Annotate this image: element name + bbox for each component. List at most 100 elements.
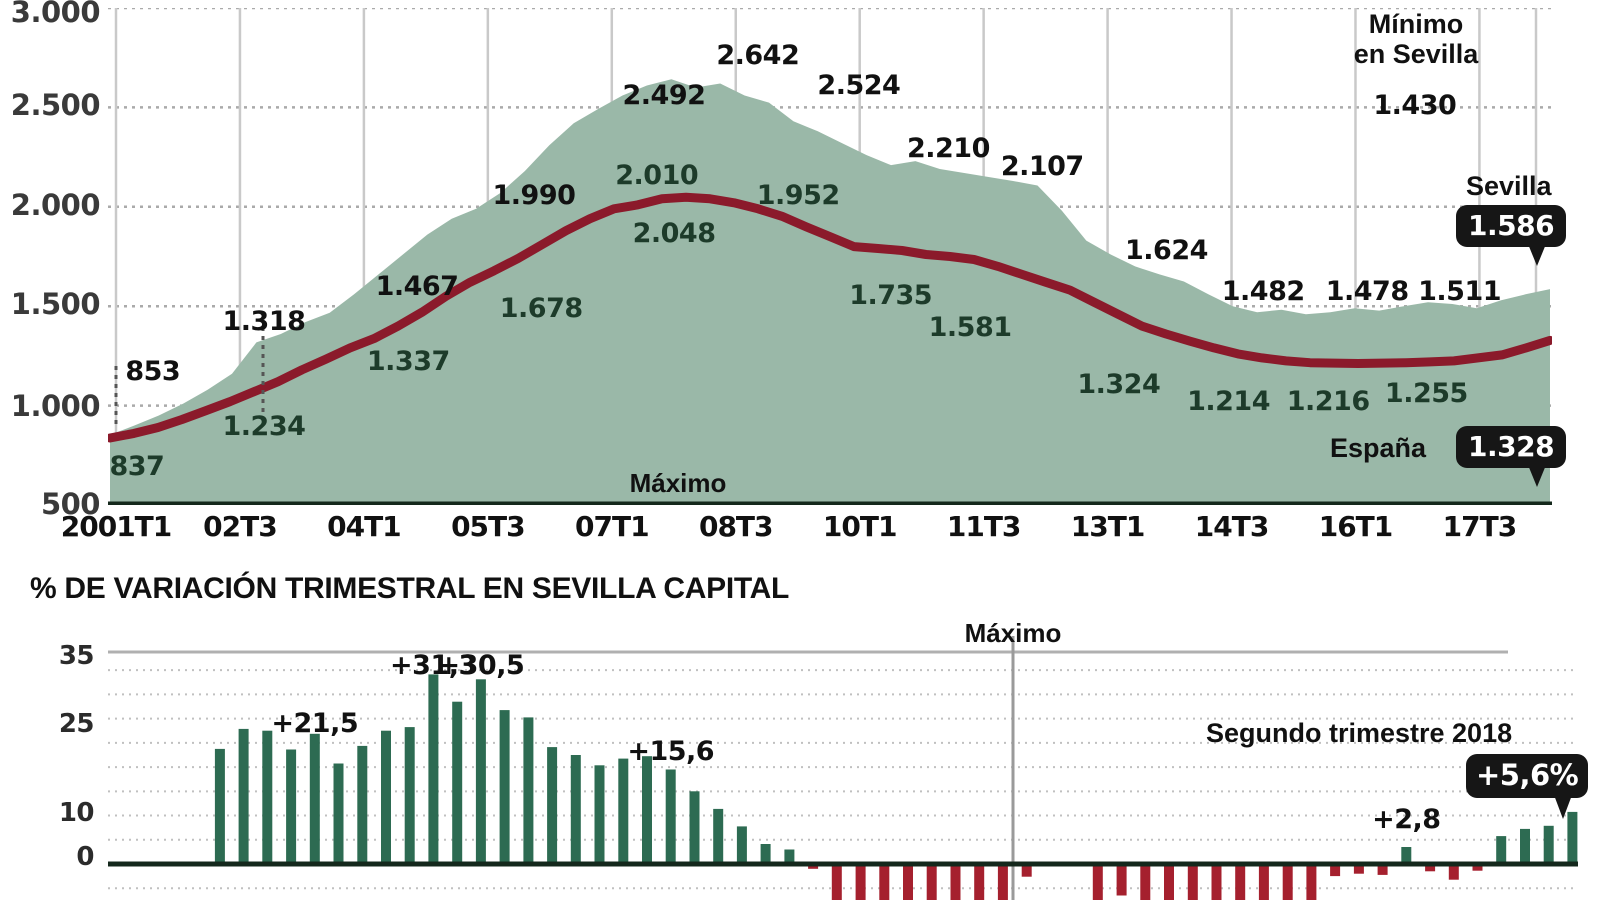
bar (856, 864, 866, 900)
espana-label-1735: 1.735 (849, 280, 932, 311)
section-subtitle: % DE VARIACIÓN TRIMESTRAL EN SEVILLA CAP… (30, 572, 789, 606)
bar (310, 734, 320, 864)
bar (1544, 826, 1554, 864)
bar (737, 826, 747, 864)
sevilla-label-2210: 2.210 (907, 133, 990, 164)
sevilla-label-853: 853 (125, 356, 180, 387)
minimo-sevilla-note: Mínimo en Sevilla (1354, 10, 1479, 69)
top-ytick-1000: 1.000 (4, 389, 100, 423)
infographic-root: 3.000 2.500 2.000 1.500 1.000 500 (0, 0, 1600, 900)
sevilla-label-1430: 1.430 (1373, 90, 1456, 121)
sevilla-label-1511: 1.511 (1418, 276, 1501, 307)
bar (1567, 812, 1577, 864)
bar (1306, 864, 1316, 900)
minimo-sevilla-line2: en Sevilla (1354, 40, 1479, 70)
bar (215, 749, 225, 864)
sevilla-label-1990: 1.990 (493, 180, 576, 211)
top-ytick-1500: 1.500 (4, 287, 100, 321)
bar (903, 864, 913, 900)
bar-value-label-215: +21,5 (271, 708, 358, 739)
top-xtick-04t1: 04T1 (327, 510, 401, 543)
top-area-chart: 3.000 2.500 2.000 1.500 1.000 500 (0, 0, 1600, 560)
espana-label-2010: 2.010 (615, 160, 698, 191)
top-xtick-05t3: 05T3 (451, 510, 525, 543)
bar (1212, 864, 1222, 900)
bar (1164, 864, 1174, 900)
top-xtick-02t3: 02T3 (203, 510, 277, 543)
espana-label-837: 837 (109, 451, 164, 482)
bottom-chart-svg (108, 636, 1578, 900)
bar (381, 731, 391, 864)
bar (452, 702, 462, 864)
bot-ytick-10: 10 (28, 798, 94, 828)
sevilla-label-1318: 1.318 (222, 306, 305, 337)
bar (1093, 864, 1103, 900)
bar (832, 864, 842, 900)
bar (1235, 864, 1245, 900)
bar (1520, 829, 1530, 864)
top-xtick-11t3: 11T3 (947, 510, 1021, 543)
bottom-plot-area: +21,5+31,3+30,5+15,6+2,8 Máximo Segundo … (108, 636, 1578, 900)
top-xtick-07t1: 07T1 (575, 510, 649, 543)
bar (262, 731, 272, 864)
sevilla-label-2642: 2.642 (716, 40, 799, 71)
sevilla-label-1482: 1.482 (1222, 276, 1305, 307)
bar (713, 809, 723, 864)
maximo-note-bottom: Máximo (965, 618, 1062, 649)
sevilla-value-callout: 1.586 (1456, 205, 1566, 247)
bottom-bar-chart: 35 25 10 0 +21,5+31,3+30,5+15,6+2,8 Máxi… (0, 612, 1600, 900)
top-ytick-2000: 2.000 (4, 188, 100, 222)
espana-value-callout: 1.328 (1456, 426, 1566, 468)
bar (1401, 847, 1411, 864)
bar (618, 759, 628, 864)
espana-series-label: España (1330, 433, 1426, 464)
top-xtick-14t3: 14T3 (1195, 510, 1269, 543)
sevilla-label-1478: 1.478 (1326, 276, 1409, 307)
bar (927, 864, 937, 900)
bar (1259, 864, 1269, 900)
top-xtick-16t1: 16T1 (1319, 510, 1393, 543)
bar (571, 755, 581, 864)
bar (1188, 864, 1198, 900)
bar (879, 864, 889, 900)
bar-value-label-305: +30,5 (438, 650, 525, 681)
segundo-trimestre-title: Segundo trimestre 2018 (1206, 718, 1512, 749)
top-xtick-13t1: 13T1 (1071, 510, 1145, 543)
bar (761, 844, 771, 864)
bar (547, 747, 557, 864)
espana-label-1216: 1.216 (1287, 386, 1370, 417)
sevilla-label-2524: 2.524 (817, 70, 900, 101)
bottom-gridlines (108, 670, 1578, 888)
bot-ytick-35: 35 (28, 641, 94, 671)
espana-label-1324: 1.324 (1077, 369, 1160, 400)
bar (500, 710, 510, 864)
top-xtick-10t1: 10T1 (823, 510, 897, 543)
bar (334, 764, 344, 865)
bar (405, 727, 415, 864)
bar (690, 791, 700, 864)
top-xtick-08t3: 08T3 (699, 510, 773, 543)
bar (1496, 836, 1506, 864)
sevilla-label-2107: 2.107 (1001, 151, 1084, 182)
espana-label-1234: 1.234 (222, 411, 305, 442)
top-plot-area: 8531.3181.4671.9902.4922.6422.5242.2102.… (108, 8, 1552, 505)
sevilla-series-label: Sevilla (1466, 171, 1552, 202)
bar (595, 765, 605, 864)
bar (239, 729, 249, 864)
maximo-note-top: Máximo (630, 468, 727, 499)
minimo-sevilla-line1: Mínimo (1354, 10, 1479, 40)
espana-label-1255: 1.255 (1385, 378, 1468, 409)
espana-label-1214: 1.214 (1187, 386, 1270, 417)
top-xtick-2001t1: 2001T1 (61, 510, 172, 543)
bar-value-label-156: +15,6 (627, 736, 714, 767)
bar (998, 864, 1008, 900)
top-xtick-17t3: 17T3 (1443, 510, 1517, 543)
bar (1140, 864, 1150, 900)
espana-label-1678: 1.678 (500, 293, 583, 324)
espana-label-1581: 1.581 (929, 312, 1012, 343)
bar (1117, 864, 1127, 896)
segundo-trimestre-callout: +5,6% (1466, 754, 1588, 798)
sevilla-label-2492: 2.492 (622, 80, 705, 111)
sevilla-label-1624: 1.624 (1125, 235, 1208, 266)
top-ytick-3000: 3.000 (4, 0, 100, 29)
